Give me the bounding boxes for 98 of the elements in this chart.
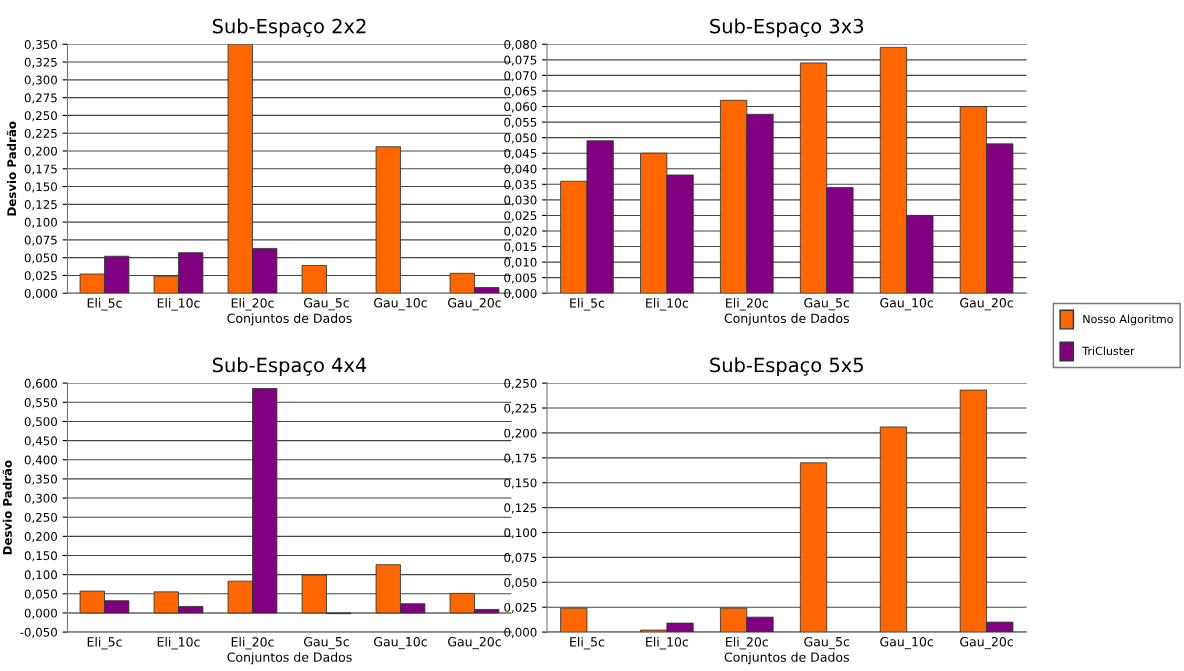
y-tick-label: 0,060 xyxy=(504,102,537,113)
bar xyxy=(375,146,401,294)
y-tick-label: 0,075 xyxy=(24,235,57,246)
x-tick-label: Gau_20c xyxy=(960,636,1013,650)
x-tick-label: Gau_10c xyxy=(374,636,427,650)
x-tick-label: Eli_10c xyxy=(157,298,200,311)
y-tick-label: 0,045 xyxy=(504,148,537,160)
x-tick-label: Eli_5c xyxy=(87,298,122,311)
x-tick-label: Eli_20c xyxy=(231,636,274,650)
x-tick-label: Gau_10c xyxy=(880,298,934,311)
x-axis-title: Conjuntos de Dados xyxy=(227,313,352,326)
x-axis-title: Conjuntos de Dados xyxy=(227,652,352,665)
y-tick-label: 0,175 xyxy=(504,453,537,464)
x-tick-label: Eli_20c xyxy=(726,298,768,311)
y-tick-label: 0,300 xyxy=(24,75,57,86)
chart-title: Sub-Espaço 5x5 xyxy=(710,357,863,377)
x-tick-label: Eli_5c xyxy=(570,636,605,650)
y-tick-label: 0,350 xyxy=(24,474,57,485)
y-tick-label: 0,100 xyxy=(24,217,57,228)
y-tick-label: 0,350 xyxy=(24,40,57,51)
x-tick-label: Gau_20c xyxy=(960,298,1013,311)
y-tick-label: 0,075 xyxy=(504,55,537,66)
y-tick-label: 0,035 xyxy=(504,180,537,191)
x-tick-label: Gau_20c xyxy=(448,636,501,650)
y-tick-label: 0,250 xyxy=(24,512,57,524)
y-tick-label: 0,325 xyxy=(24,57,57,68)
x-tick-label: Eli_5c xyxy=(87,636,122,650)
y-tick-label: 0,225 xyxy=(24,128,57,140)
x-tick-label: Gau_10c xyxy=(374,298,427,311)
y-tick-label: 0,070 xyxy=(504,71,537,82)
x-tick-label: Gau_5c xyxy=(304,298,349,311)
legend-label: Nosso Algoritmo xyxy=(1083,314,1173,326)
y-tick-label: 0,005 xyxy=(504,273,537,284)
y-tick-label: 0,250 xyxy=(504,378,537,389)
x-tick-label: Eli_10c xyxy=(157,636,200,650)
y-tick-label: 0,200 xyxy=(24,532,57,543)
y-tick-label: 0,050 xyxy=(24,253,57,264)
x-tick-label: Eli_20c xyxy=(231,298,274,311)
y-tick-label: 0,100 xyxy=(24,570,57,581)
y-tick-label: 0,125 xyxy=(504,503,537,514)
y-tick-label: 0,500 xyxy=(24,417,57,428)
chart-title: Sub-Espaço 2x2 xyxy=(212,18,366,38)
y-tick-label: 0,175 xyxy=(24,164,57,175)
y-tick-label: 0,225 xyxy=(504,403,537,414)
y-tick-label: 0,300 xyxy=(24,493,57,504)
y-tick-label: 0,150 xyxy=(24,182,57,193)
y-tick-label: 0,450 xyxy=(24,436,57,447)
y-tick-label: 0,200 xyxy=(24,146,57,157)
y-tick-label: 0,000 xyxy=(504,627,537,638)
y-tick-label: 0,150 xyxy=(24,551,57,562)
y-tick-label: 0,600 xyxy=(24,378,57,389)
y-tick-label: 0,400 xyxy=(24,455,57,466)
chart-title: Sub-Espaço 4x4 xyxy=(212,357,367,377)
x-tick-label: Gau_10c xyxy=(880,636,934,650)
legend-label: TriCluster xyxy=(1082,346,1135,356)
x-tick-label: Gau_5c xyxy=(804,636,850,650)
y-tick-label: 0,050 xyxy=(504,133,537,144)
y-tick-label: 0,200 xyxy=(504,428,537,439)
y-tick-label: 0,010 xyxy=(504,257,537,268)
bar xyxy=(560,607,588,633)
y-tick-label: 0,020 xyxy=(504,226,537,237)
x-axis-title: Conjuntos de Dados xyxy=(724,652,849,665)
x-tick-label: Gau_5c xyxy=(804,298,850,311)
y-tick-label: 0,080 xyxy=(504,40,537,51)
y-axis-title: Desvio Padrão xyxy=(2,460,12,555)
y-tick-label: 0,125 xyxy=(24,200,57,211)
y-tick-label: 0,000 xyxy=(504,288,537,300)
bar xyxy=(799,462,828,633)
y-tick-label: 0,550 xyxy=(24,398,57,409)
y-tick-label: 0,000 xyxy=(24,288,57,300)
y-tick-label: 0,075 xyxy=(504,553,537,564)
y-tick-label: 0,025 xyxy=(504,602,537,614)
y-tick-label: 0,100 xyxy=(504,528,537,539)
y-tick-label: 0,050 xyxy=(504,578,537,589)
x-axis-title: Conjuntos de Dados xyxy=(724,313,849,326)
y-tick-label: 0,250 xyxy=(24,111,57,122)
x-tick-label: Eli_20c xyxy=(726,636,768,650)
bar xyxy=(879,426,908,633)
y-axis-title: Desvio Padrão xyxy=(6,121,17,216)
bar xyxy=(301,265,327,294)
y-tick-label: 0,275 xyxy=(24,93,57,104)
y-tick-label: -0,050 xyxy=(20,627,57,638)
x-tick-label: Gau_20c xyxy=(448,298,501,311)
y-tick-label: 0,150 xyxy=(504,478,537,489)
x-tick-label: Eli_10c xyxy=(646,298,689,311)
y-tick-label: 0,040 xyxy=(504,164,537,175)
chart-title: Sub-Espaço 3x3 xyxy=(710,18,864,38)
x-tick-label: Eli_10c xyxy=(646,636,689,650)
y-tick-label: 0,030 xyxy=(504,195,537,206)
y-tick-label: 0,025 xyxy=(504,211,537,222)
y-tick-label: 0,065 xyxy=(504,86,537,97)
y-tick-label: 0,000 xyxy=(24,608,57,619)
y-tick-label: 0,025 xyxy=(24,271,57,282)
y-tick-label: 0,015 xyxy=(504,242,537,253)
x-tick-label: Eli_5c xyxy=(570,298,605,311)
y-tick-label: 0,055 xyxy=(504,117,537,128)
x-tick-label: Gau_5c xyxy=(304,636,349,650)
y-tick-label: 0,050 xyxy=(24,589,57,600)
